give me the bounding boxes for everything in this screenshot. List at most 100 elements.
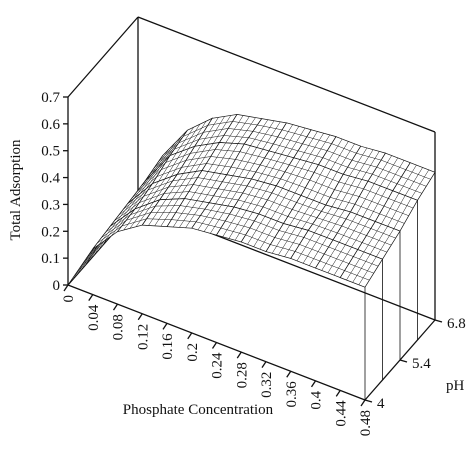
x-tick xyxy=(162,322,168,330)
mesh-line xyxy=(294,162,313,194)
mesh-line xyxy=(282,129,307,137)
mesh-line xyxy=(160,198,179,227)
mesh-line xyxy=(104,217,123,241)
mesh-line xyxy=(237,117,256,144)
x-tick-label: 0.4 xyxy=(309,390,325,409)
x-tick xyxy=(360,399,366,407)
mesh-line xyxy=(337,177,356,209)
mesh-line xyxy=(303,237,329,248)
mesh-line xyxy=(330,141,349,170)
mesh-line xyxy=(129,204,148,229)
mesh-line xyxy=(183,125,208,137)
mesh-line xyxy=(213,115,232,144)
mesh-line xyxy=(320,208,339,236)
mesh-line xyxy=(370,228,396,239)
mesh-line xyxy=(305,133,324,162)
x-tick xyxy=(88,294,94,301)
mesh-line xyxy=(158,136,184,163)
mesh-line xyxy=(271,192,297,203)
mesh-line xyxy=(171,172,190,200)
x-axis-title: Phosphate Concentration xyxy=(123,402,274,418)
x-tick-label: 0.24 xyxy=(210,352,226,379)
mesh-line xyxy=(178,171,197,200)
mesh-line xyxy=(257,124,283,131)
mesh-line xyxy=(344,179,363,211)
mesh-line xyxy=(128,188,147,214)
mesh-line xyxy=(380,157,399,187)
mesh-line xyxy=(288,161,307,191)
x-tick xyxy=(137,313,143,321)
mesh-line xyxy=(231,116,250,144)
z-tick-label: 0.3 xyxy=(41,197,60,213)
y-tick-label: 5.4 xyxy=(412,356,431,372)
mesh-line xyxy=(147,178,166,205)
mesh-line xyxy=(247,185,272,194)
x-tick-label: 0.36 xyxy=(284,381,300,408)
mesh-line xyxy=(363,188,389,199)
mesh-line xyxy=(220,143,239,174)
mesh-line xyxy=(314,172,339,183)
mesh-line xyxy=(381,159,406,170)
mesh-line xyxy=(111,213,130,237)
x-tick-label: 0.28 xyxy=(234,362,250,388)
mesh-line xyxy=(206,116,225,145)
z-axis-title: Total Adsorption xyxy=(8,139,24,241)
mesh-line xyxy=(356,152,382,161)
mesh-line xyxy=(331,143,357,154)
mesh-line xyxy=(123,189,149,210)
x-tick xyxy=(63,284,69,292)
z-tick-label: 0.6 xyxy=(41,117,60,133)
mesh-line xyxy=(238,147,257,177)
y-tick xyxy=(364,399,373,403)
y-tick-label: 6.8 xyxy=(447,316,466,332)
mesh-line xyxy=(259,220,278,250)
mesh-line xyxy=(164,150,183,180)
mesh-line xyxy=(369,226,388,255)
x-tick-label: 0.48 xyxy=(358,410,374,436)
mesh-line xyxy=(284,228,303,257)
z-tick-label: 0.2 xyxy=(41,224,60,240)
mesh-line xyxy=(405,169,431,180)
mesh-line xyxy=(254,220,280,231)
z-tick-label: 0.4 xyxy=(41,171,60,187)
mesh-line xyxy=(333,247,352,276)
mesh-line xyxy=(313,169,332,201)
mesh-line xyxy=(80,245,99,268)
z-tick-label: 0 xyxy=(53,278,61,294)
mesh-line xyxy=(139,168,158,194)
mesh-line xyxy=(411,169,430,199)
x-tick-label: 0 xyxy=(61,295,77,303)
mesh-line xyxy=(281,126,300,155)
mesh-line xyxy=(326,210,345,238)
z-tick-label: 0.7 xyxy=(41,90,60,106)
mesh-line xyxy=(170,148,189,177)
mesh-line xyxy=(232,121,258,126)
mesh-line xyxy=(188,121,207,149)
x-tick xyxy=(187,332,193,340)
y-tick-label: 4 xyxy=(377,396,385,412)
mesh-line xyxy=(277,192,296,222)
mesh-line xyxy=(345,216,364,245)
mesh-line xyxy=(278,226,297,256)
mesh-line xyxy=(197,177,223,183)
mesh-line xyxy=(312,134,331,164)
top-back-edge xyxy=(137,16,436,133)
mesh-line xyxy=(355,149,374,178)
mesh-line xyxy=(202,173,221,202)
mesh-line xyxy=(295,200,314,228)
mesh-line xyxy=(270,190,289,219)
z-tick-label: 0.1 xyxy=(41,251,60,267)
mesh-line xyxy=(321,211,347,220)
mesh-line xyxy=(351,218,370,248)
mesh-line xyxy=(352,254,371,283)
mesh-line xyxy=(362,185,381,217)
mesh-line xyxy=(221,176,240,206)
mesh-line xyxy=(296,202,322,212)
mesh-line xyxy=(214,143,233,173)
mesh-line xyxy=(163,136,182,163)
mesh-line xyxy=(301,202,320,229)
mesh-line xyxy=(130,205,156,215)
mesh-line xyxy=(327,244,346,273)
mesh-line xyxy=(319,171,338,203)
